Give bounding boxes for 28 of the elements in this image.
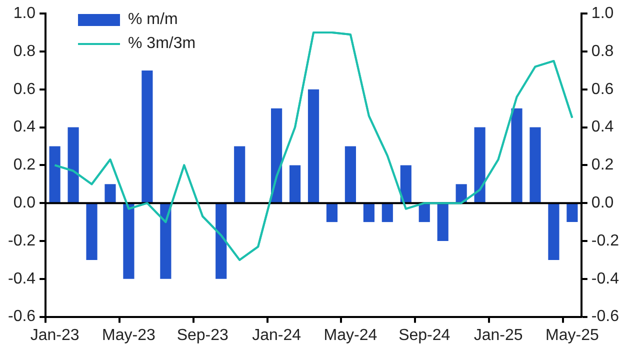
y-tick-label: 1.0 bbox=[13, 5, 36, 22]
y2-tick-label: 0.2 bbox=[591, 156, 614, 174]
y-tick-label: -0.4 bbox=[8, 270, 36, 288]
y2-tick-label: 0.4 bbox=[591, 118, 614, 136]
y-tick-label: 0.0 bbox=[13, 194, 36, 212]
y2-tick-label: 0.0 bbox=[591, 194, 614, 212]
y2-tick-label: 0.8 bbox=[591, 42, 614, 60]
y-tick-label: 0.4 bbox=[13, 118, 36, 136]
x-tick-label: Jan-25 bbox=[474, 326, 523, 344]
legend-label: % m/m bbox=[128, 11, 178, 29]
y2-tick-label: 1.0 bbox=[591, 5, 614, 22]
x-tick-label: Jan-24 bbox=[252, 326, 302, 344]
x-tick-label: May-23 bbox=[102, 326, 156, 344]
x-tick-label: Sep-23 bbox=[176, 326, 229, 344]
y2-tick-label: 0.6 bbox=[591, 80, 614, 98]
y-tick-label: -0.6 bbox=[8, 308, 36, 326]
y-tick-label: 0.2 bbox=[13, 156, 36, 174]
y-tick-label: -0.2 bbox=[8, 232, 36, 250]
y-tick-label: 0.6 bbox=[13, 80, 36, 98]
x-tick-label: May-25 bbox=[546, 326, 599, 344]
x-tick-label: Sep-24 bbox=[398, 326, 450, 344]
y2-tick-label: -0.4 bbox=[591, 270, 620, 288]
legend-label: % 3m/3m bbox=[128, 35, 196, 53]
x-tick-label: May-24 bbox=[324, 326, 378, 344]
y-tick-label: 0.8 bbox=[13, 42, 36, 60]
y2-tick-label: -0.2 bbox=[591, 232, 620, 250]
x-tick-label: Jan-23 bbox=[30, 326, 80, 344]
y2-tick-label: -0.6 bbox=[591, 308, 620, 326]
